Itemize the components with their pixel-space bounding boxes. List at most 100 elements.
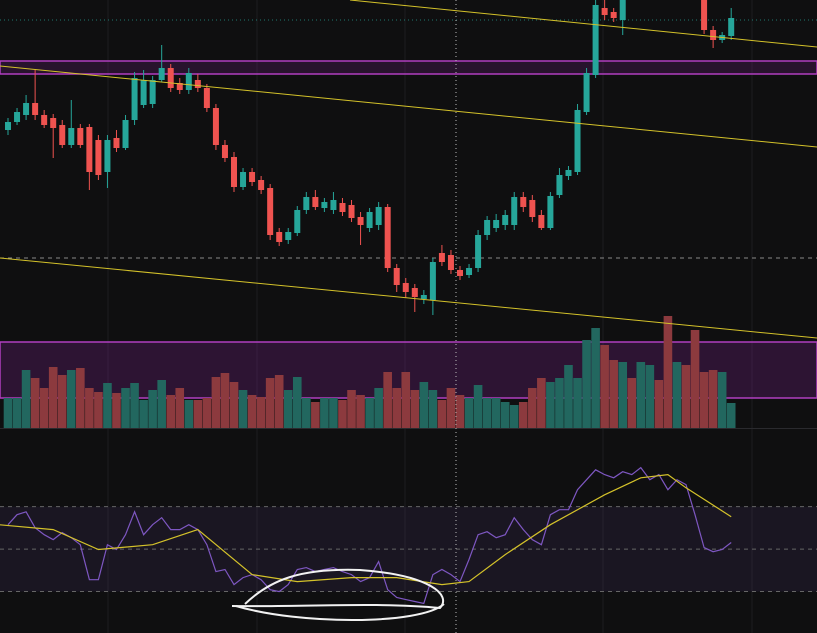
candle-body: [231, 157, 237, 187]
volume-bar: [103, 383, 112, 428]
candle-body: [176, 83, 183, 90]
candle-body: [95, 140, 102, 175]
volume-bar: [582, 340, 591, 428]
volume-bar: [645, 365, 655, 428]
volume-bar: [437, 400, 447, 428]
volume-bar: [518, 402, 528, 428]
volume-bar: [57, 375, 67, 428]
volume-bar: [21, 370, 31, 428]
candle-body: [529, 200, 536, 217]
candle-body: [86, 127, 93, 172]
candle-body: [366, 212, 373, 228]
volume-bar: [681, 365, 691, 428]
volume-bar: [247, 395, 257, 428]
candle-body: [574, 110, 581, 172]
volume-layer: [3, 316, 736, 428]
candle-body: [240, 172, 247, 187]
candle-body: [511, 197, 518, 225]
candle-body: [312, 197, 319, 207]
candle-body: [565, 170, 572, 176]
volume-bar: [410, 390, 420, 428]
trend-line: [0, 257, 817, 339]
volume-bar: [30, 378, 40, 428]
volume-bar: [546, 382, 555, 428]
volume-bar: [419, 382, 429, 428]
volume-bar: [600, 345, 609, 428]
trend-line: [0, 65, 817, 148]
candle-body: [122, 120, 129, 148]
candle-body: [276, 232, 283, 242]
candle-body: [149, 80, 156, 104]
candle-body: [339, 203, 346, 212]
candle-body: [547, 196, 554, 228]
volume-bar: [193, 400, 203, 428]
candle-body: [59, 125, 66, 145]
volume-bar: [175, 388, 185, 428]
candle-body: [610, 12, 617, 18]
candle-body: [348, 205, 355, 218]
candle-body: [221, 145, 228, 158]
volume-bar: [338, 400, 347, 428]
candle-body: [466, 268, 473, 275]
volume-bar: [573, 378, 582, 428]
volume-bar: [283, 390, 293, 428]
volume-bar: [121, 388, 130, 428]
candle-body: [194, 80, 201, 88]
candle-body: [203, 88, 210, 108]
volume-bar: [464, 398, 474, 428]
volume-bar: [139, 400, 148, 428]
candle-body: [502, 215, 509, 225]
price-layer: [5, 0, 735, 315]
price-zone: [0, 60, 817, 75]
volume-bar: [699, 372, 709, 428]
candle-body: [32, 103, 39, 115]
volume-bar: [717, 372, 727, 428]
volume-bar: [564, 365, 573, 428]
volume-bar: [48, 367, 58, 428]
volume-bar: [85, 388, 94, 428]
volume-bar: [392, 388, 402, 428]
volume-bar: [636, 362, 646, 428]
volume-bar: [265, 378, 275, 428]
candle-body: [212, 108, 219, 145]
candle-body: [601, 8, 608, 15]
candle-body: [303, 197, 310, 210]
volume-bar: [428, 390, 438, 428]
candle-body: [728, 18, 735, 36]
volume-bar: [528, 388, 537, 428]
candle-body: [710, 30, 717, 40]
volume-bar: [500, 402, 510, 428]
candle-body: [14, 112, 21, 122]
volume-bar: [302, 398, 311, 428]
volume-bar: [130, 383, 139, 428]
candle-body: [457, 270, 463, 276]
volume-bar: [473, 385, 483, 428]
volume-bar: [311, 402, 320, 428]
candle-body: [484, 220, 491, 235]
volume-bar: [591, 328, 600, 428]
volume-bar: [184, 400, 194, 428]
volume-bar: [356, 395, 365, 428]
candle-body: [104, 140, 111, 172]
candle-body: [402, 283, 409, 292]
candle-body: [493, 220, 500, 228]
candle-body: [701, 0, 708, 30]
candle-body: [258, 180, 265, 190]
volume-bar: [491, 398, 501, 428]
candle-body: [113, 138, 120, 148]
candle-body: [185, 73, 192, 90]
candle-body: [384, 207, 391, 268]
volume-bar: [220, 373, 230, 428]
candle-body: [357, 217, 364, 225]
hand-drawn-ellipse: [231, 568, 445, 610]
volume-bar: [3, 398, 13, 428]
candle-body: [411, 288, 418, 297]
volume-bar: [238, 390, 248, 428]
candle-body: [50, 118, 57, 128]
volume-bar: [618, 362, 628, 428]
volume-bar: [12, 398, 22, 428]
volume-bar: [347, 390, 356, 428]
volume-bar: [202, 398, 212, 428]
candle-body: [583, 73, 590, 112]
